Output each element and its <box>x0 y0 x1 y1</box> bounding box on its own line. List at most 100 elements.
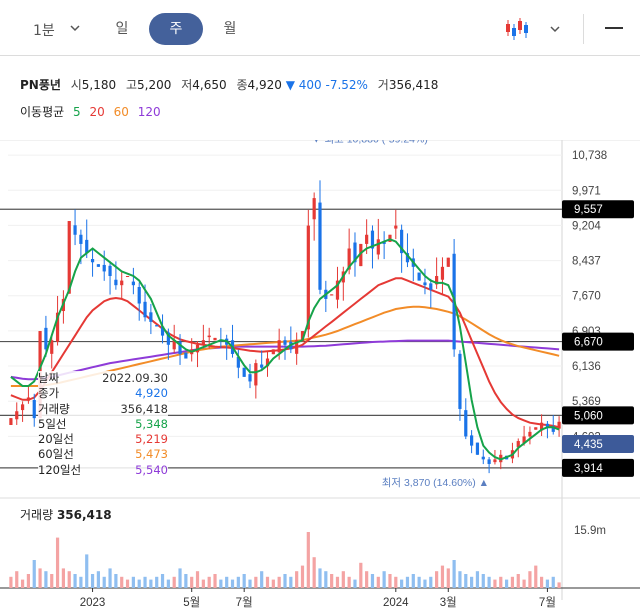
price-chart[interactable]: 10,7389,9719,2048,4377,6706,9036,1365,36… <box>0 140 640 613</box>
price-line-tag <box>562 406 634 425</box>
candlestick-chart-icon[interactable] <box>505 16 531 42</box>
volume-bar <box>470 576 474 588</box>
menu-icon[interactable] <box>605 27 623 29</box>
volume-bar <box>90 574 95 588</box>
volume-bar <box>213 574 217 588</box>
volume-bar <box>370 574 375 588</box>
candle-body <box>458 353 462 409</box>
volume-bar <box>534 565 538 588</box>
x-tick-label: 2023 <box>80 597 106 609</box>
volume-bar <box>114 574 118 588</box>
volume-bar <box>50 574 54 588</box>
volume-bar <box>446 568 450 588</box>
y-tick-label: 6,136 <box>572 361 601 373</box>
volume-bar <box>475 571 480 588</box>
candle-body <box>242 367 246 377</box>
volume-bar <box>201 579 205 588</box>
volume-bar <box>172 576 176 588</box>
volume-bar <box>353 579 357 588</box>
volume-bar <box>219 579 223 588</box>
candle-body <box>312 198 316 220</box>
tooltip-row-date: 날짜 2022.09.30 <box>38 371 168 385</box>
candle-body <box>493 459 497 463</box>
candle-body <box>85 239 89 254</box>
candle-body <box>32 399 36 419</box>
candle-body <box>90 259 95 263</box>
period-select[interactable]: 1분 <box>33 20 80 40</box>
volume-bar <box>464 574 468 588</box>
volume-bar <box>125 579 130 588</box>
volume-bar <box>330 574 334 588</box>
open-label: 시 <box>70 78 82 92</box>
y-tick-label: 9,971 <box>572 185 601 197</box>
close-value: 4,920 <box>247 78 282 92</box>
tab-month[interactable]: 월 <box>223 21 237 37</box>
stock-name: PN풍년 <box>20 78 61 92</box>
volume-bar <box>335 576 340 588</box>
candle-body <box>300 331 305 342</box>
price-line-tag-label: 4,435 <box>574 439 603 451</box>
candle-body <box>15 411 19 420</box>
candle-body <box>417 272 421 281</box>
candle-body <box>79 234 83 244</box>
volume-bar <box>306 532 310 588</box>
candle-body <box>125 276 130 278</box>
volume-bar <box>248 579 252 588</box>
tooltip-row-close: 종가 4,920 <box>38 386 168 401</box>
volume-bar <box>499 576 503 588</box>
candle-body <box>271 349 275 355</box>
candle-body <box>160 326 165 336</box>
candle-body <box>516 441 520 448</box>
volume-bar <box>522 579 526 588</box>
chart-toolbar: 1분 일 주 월 <box>0 0 640 56</box>
volume-bar <box>102 576 106 588</box>
volume-bar <box>190 576 194 588</box>
candle-body <box>335 280 340 300</box>
candle-body <box>435 276 439 285</box>
volume-bar <box>452 560 456 588</box>
volume-bar <box>44 571 48 588</box>
volume-bar <box>73 574 77 588</box>
tab-week[interactable]: 주 <box>149 13 203 45</box>
candle-body <box>545 423 550 428</box>
volume-bar <box>131 576 135 588</box>
volume-bar <box>195 571 200 588</box>
y-tick-label: 9,204 <box>572 220 601 232</box>
price-line-tag <box>562 332 634 351</box>
candle-body <box>534 427 538 430</box>
volume-bar <box>435 571 439 588</box>
volume-panel-value: 356,418 <box>56 508 112 522</box>
high-value: 5,200 <box>137 78 172 92</box>
high-label: 고 <box>125 78 138 92</box>
volume-bar <box>85 554 89 588</box>
candle-body <box>330 294 334 296</box>
candle-body <box>423 282 427 286</box>
x-tick-label: 3월 <box>440 596 457 609</box>
price-line-tag-label: 9,557 <box>574 204 603 216</box>
volume-bar <box>481 574 485 588</box>
moving-average-legend[interactable]: 이동평균 5 20 60 120 <box>20 103 166 120</box>
candle-body <box>201 340 205 345</box>
candle-body <box>306 225 310 330</box>
y-tick-label: 8,437 <box>572 256 601 268</box>
candle-body <box>20 404 25 411</box>
volume-bar <box>96 571 100 588</box>
volume-bar <box>429 576 433 588</box>
chevron-down-icon <box>70 25 80 32</box>
candle-body <box>429 283 433 290</box>
candle-body <box>365 234 369 244</box>
candle-body <box>102 264 106 272</box>
x-tick-label: 5월 <box>183 596 200 609</box>
volume-bar <box>493 579 497 588</box>
candle-body <box>149 312 153 322</box>
tab-day[interactable]: 일 <box>115 21 129 37</box>
candle-body <box>114 279 118 286</box>
candle-body <box>260 364 264 368</box>
chevron-down-icon[interactable] <box>549 23 561 35</box>
candle-body <box>9 418 13 425</box>
volume-bar <box>265 576 270 588</box>
volume-bar <box>242 574 246 588</box>
volume-bar <box>458 571 462 588</box>
ma-legend-label: 이동평균 <box>20 105 65 119</box>
volume-bar <box>394 576 398 588</box>
